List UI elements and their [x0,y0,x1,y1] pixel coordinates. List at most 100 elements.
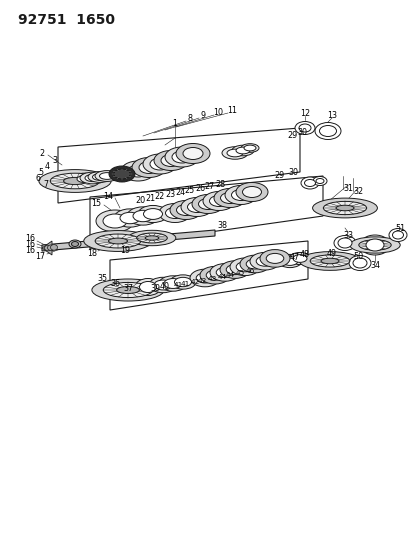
Ellipse shape [95,234,140,248]
Text: 21: 21 [145,193,155,203]
Text: 28: 28 [214,180,225,189]
Ellipse shape [202,191,235,211]
Ellipse shape [69,240,81,248]
Ellipse shape [77,175,93,183]
Ellipse shape [154,280,171,290]
Ellipse shape [220,192,239,204]
Ellipse shape [92,174,107,180]
Text: 41: 41 [180,281,189,287]
Text: 4: 4 [44,161,50,171]
Ellipse shape [64,177,86,184]
Text: 29: 29 [287,131,297,140]
Text: 47: 47 [289,253,299,262]
Text: 15: 15 [91,198,101,207]
Ellipse shape [230,258,259,276]
Text: 40: 40 [159,281,170,290]
Ellipse shape [159,204,190,222]
Text: 23: 23 [164,190,175,198]
Ellipse shape [159,276,187,291]
Ellipse shape [214,189,245,207]
Ellipse shape [103,214,127,228]
Ellipse shape [249,253,279,270]
Ellipse shape [259,249,289,267]
Ellipse shape [298,124,310,132]
Text: 34: 34 [369,261,379,270]
Ellipse shape [206,270,223,280]
Text: 36: 36 [110,279,120,287]
Ellipse shape [199,266,230,284]
Ellipse shape [226,149,242,157]
Ellipse shape [154,150,188,171]
Text: 38: 38 [216,221,226,230]
Ellipse shape [319,125,336,136]
Ellipse shape [109,166,135,182]
Text: 35: 35 [97,273,107,282]
Ellipse shape [128,165,147,177]
Ellipse shape [209,264,240,281]
Ellipse shape [314,123,340,140]
Ellipse shape [50,173,100,189]
Ellipse shape [187,201,206,213]
Ellipse shape [128,230,176,246]
Ellipse shape [138,205,168,223]
Ellipse shape [209,196,228,206]
Ellipse shape [139,281,156,293]
Ellipse shape [72,173,98,185]
Ellipse shape [281,256,297,265]
Ellipse shape [292,255,306,262]
Text: 42: 42 [190,279,199,285]
Ellipse shape [348,255,370,271]
Ellipse shape [133,211,153,222]
Ellipse shape [388,229,406,241]
Polygon shape [42,241,52,255]
Ellipse shape [39,169,111,192]
Ellipse shape [335,205,353,211]
Ellipse shape [323,201,366,215]
Ellipse shape [47,245,55,251]
Ellipse shape [183,148,202,159]
Ellipse shape [80,172,106,184]
Ellipse shape [240,255,269,273]
Ellipse shape [312,176,326,185]
Ellipse shape [225,264,243,274]
Text: 3: 3 [52,156,57,165]
Text: 7: 7 [43,180,48,189]
Ellipse shape [114,209,146,227]
Ellipse shape [96,210,134,232]
Text: 19: 19 [120,246,130,254]
Ellipse shape [170,200,202,220]
Text: 16: 16 [25,246,35,254]
Ellipse shape [256,256,273,266]
Text: 22: 22 [154,191,165,200]
Ellipse shape [221,147,247,159]
Ellipse shape [246,259,263,269]
Ellipse shape [176,143,209,164]
Ellipse shape [365,239,383,251]
Text: 50: 50 [352,252,362,261]
Ellipse shape [174,277,191,287]
Text: 5: 5 [38,167,43,176]
Ellipse shape [180,198,212,216]
Ellipse shape [315,179,323,183]
Ellipse shape [71,241,78,246]
Ellipse shape [165,207,184,219]
Text: 12: 12 [299,109,309,117]
Ellipse shape [120,212,140,224]
Ellipse shape [359,235,389,255]
Ellipse shape [108,238,127,244]
Ellipse shape [139,161,159,174]
Ellipse shape [149,277,177,293]
Ellipse shape [358,240,390,250]
Ellipse shape [352,258,366,268]
Ellipse shape [50,245,57,250]
Ellipse shape [304,180,315,187]
Text: 16: 16 [25,239,35,248]
Ellipse shape [300,177,318,189]
Text: 8: 8 [187,114,192,123]
Text: 48: 48 [299,249,309,259]
Ellipse shape [83,231,152,252]
Ellipse shape [320,259,338,264]
Polygon shape [42,230,214,251]
Ellipse shape [44,245,51,251]
Ellipse shape [164,279,182,288]
